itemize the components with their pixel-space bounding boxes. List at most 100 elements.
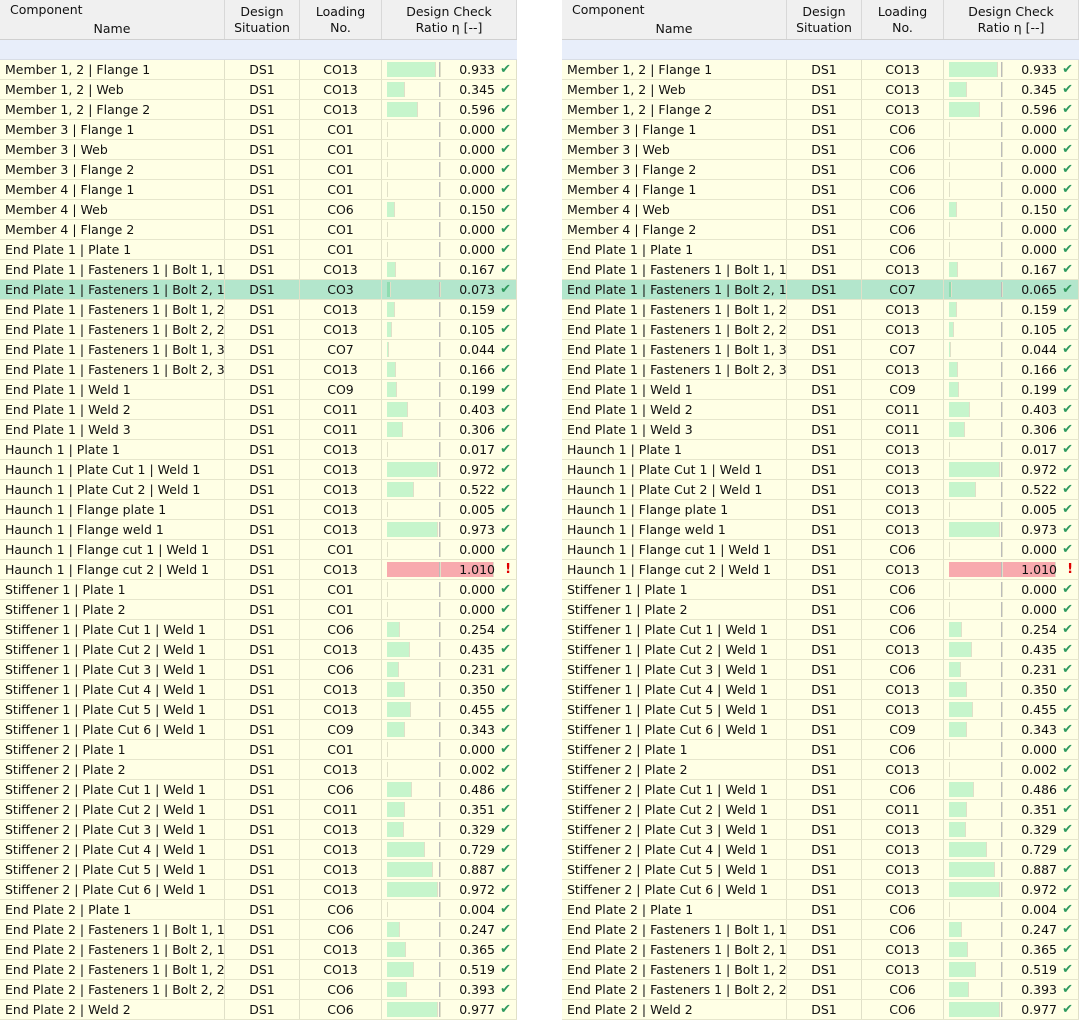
table-row[interactable]: Stiffener 1 | Plate Cut 2 | Weld 1 DS1 CO1…	[562, 640, 1079, 660]
table-row[interactable]: Stiffener 1 | Plate 1 DS1 CO1 0.000 ✔	[0, 580, 517, 600]
table-row[interactable]: Stiffener 1 | Plate 1 DS1 CO6 0.000 ✔	[562, 580, 1079, 600]
table-row[interactable]: Member 4 | Flange 2 DS1 CO1 0.000 ✔	[0, 220, 517, 240]
table-row[interactable]: Stiffener 2 | Plate 2 DS1 CO13 0.002 ✔	[562, 760, 1079, 780]
table-row[interactable]: Haunch 1 | Plate Cut 2 | Weld 1 DS1 CO13 0.…	[0, 480, 517, 500]
column-header-ratio[interactable]: Design Check Ratio η [--]	[944, 0, 1079, 39]
table-row[interactable]: Member 4 | Web DS1 CO6 0.150 ✔	[562, 200, 1079, 220]
table-row[interactable]: End Plate 1 | Fasteners 1 | Bolt 1, 2 DS1…	[562, 300, 1079, 320]
table-row[interactable]: Member 1, 2 | Web DS1 CO13 0.345 ✔	[0, 80, 517, 100]
table-row[interactable]: Haunch 1 | Flange plate 1 DS1 CO13 0.005 ✔	[0, 500, 517, 520]
column-header-ratio[interactable]: Design Check Ratio η [--]	[382, 0, 517, 39]
table-row[interactable]: Stiffener 2 | Plate Cut 1 | Weld 1 DS1 CO6…	[0, 780, 517, 800]
table-row[interactable]: End Plate 2 | Fasteners 1 | Bolt 1, 1 DS1…	[562, 920, 1079, 940]
table-row[interactable]: End Plate 1 | Fasteners 1 | Bolt 1, 3 DS1…	[0, 340, 517, 360]
table-row[interactable]: End Plate 1 | Fasteners 1 | Bolt 2, 1 DS1…	[0, 280, 517, 300]
table-row[interactable]: Haunch 1 | Flange weld 1 DS1 CO13 0.973 ✔	[0, 520, 517, 540]
table-row[interactable]: Stiffener 2 | Plate Cut 3 | Weld 1 DS1 CO1…	[0, 820, 517, 840]
table-row[interactable]: Stiffener 2 | Plate Cut 6 | Weld 1 DS1 CO1…	[0, 880, 517, 900]
table-row[interactable]: Haunch 1 | Plate 1 DS1 CO13 0.017 ✔	[562, 440, 1079, 460]
table-row[interactable]: End Plate 2 | Weld 2 DS1 CO6 0.977 ✔	[562, 1000, 1079, 1020]
table-row[interactable]: Haunch 1 | Plate 1 DS1 CO13 0.017 ✔	[0, 440, 517, 460]
table-row[interactable]: End Plate 1 | Weld 2 DS1 CO11 0.403 ✔	[562, 400, 1079, 420]
table-row[interactable]: Member 1, 2 | Flange 2 DS1 CO13 0.596 ✔	[562, 100, 1079, 120]
table-row[interactable]: Stiffener 1 | Plate Cut 3 | Weld 1 DS1 CO6…	[0, 660, 517, 680]
table-row[interactable]: End Plate 2 | Fasteners 1 | Bolt 2, 2 DS1…	[562, 980, 1079, 1000]
table-row[interactable]: Stiffener 2 | Plate Cut 1 | Weld 1 DS1 CO6…	[562, 780, 1079, 800]
table-row[interactable]: Member 3 | Flange 2 DS1 CO6 0.000 ✔	[562, 160, 1079, 180]
table-row[interactable]: Haunch 1 | Flange cut 2 | Weld 1 DS1 CO13 1…	[0, 560, 517, 580]
column-header-name[interactable]: Component Name	[562, 0, 787, 39]
table-row[interactable]: Stiffener 2 | Plate Cut 6 | Weld 1 DS1 CO1…	[562, 880, 1079, 900]
table-row[interactable]: Member 4 | Flange 2 DS1 CO6 0.000 ✔	[562, 220, 1079, 240]
table-row[interactable]: Stiffener 1 | Plate Cut 5 | Weld 1 DS1 CO1…	[562, 700, 1079, 720]
table-row[interactable]: End Plate 1 | Weld 1 DS1 CO9 0.199 ✔	[0, 380, 517, 400]
table-row[interactable]: End Plate 1 | Fasteners 1 | Bolt 2, 1 DS1…	[562, 280, 1079, 300]
table-row[interactable]: End Plate 1 | Fasteners 1 | Bolt 2, 3 DS1…	[0, 360, 517, 380]
table-row[interactable]: Haunch 1 | Flange cut 1 | Weld 1 DS1 CO1 0.…	[0, 540, 517, 560]
table-row[interactable]: Stiffener 1 | Plate Cut 4 | Weld 1 DS1 CO1…	[0, 680, 517, 700]
table-row[interactable]: Haunch 1 | Plate Cut 2 | Weld 1 DS1 CO13 0.…	[562, 480, 1079, 500]
table-row[interactable]: Member 3 | Flange 2 DS1 CO1 0.000 ✔	[0, 160, 517, 180]
table-row[interactable]: Stiffener 2 | Plate Cut 2 | Weld 1 DS1 CO1…	[0, 800, 517, 820]
table-row[interactable]: End Plate 2 | Fasteners 1 | Bolt 1, 1 DS1…	[0, 920, 517, 940]
table-row[interactable]: End Plate 2 | Fasteners 1 | Bolt 2, 1 DS1…	[0, 940, 517, 960]
table-row[interactable]: Stiffener 1 | Plate Cut 6 | Weld 1 DS1 CO9…	[562, 720, 1079, 740]
table-row[interactable]: End Plate 1 | Fasteners 1 | Bolt 2, 3 DS1…	[562, 360, 1079, 380]
table-row[interactable]: Stiffener 1 | Plate Cut 4 | Weld 1 DS1 CO1…	[562, 680, 1079, 700]
table-row[interactable]: Stiffener 1 | Plate Cut 1 | Weld 1 DS1 CO6…	[562, 620, 1079, 640]
table-row[interactable]: End Plate 2 | Fasteners 1 | Bolt 1, 2 DS1…	[562, 960, 1079, 980]
table-row[interactable]: Haunch 1 | Flange cut 1 | Weld 1 DS1 CO6 0.…	[562, 540, 1079, 560]
table-row[interactable]: End Plate 1 | Weld 1 DS1 CO9 0.199 ✔	[562, 380, 1079, 400]
table-row[interactable]: Member 1, 2 | Flange 1 DS1 CO13 0.933 ✔	[0, 60, 517, 80]
column-header-design-situation[interactable]: Design Situation	[225, 0, 300, 39]
table-row[interactable]: End Plate 2 | Plate 1 DS1 CO6 0.004 ✔	[0, 900, 517, 920]
table-row[interactable]: Member 1, 2 | Flange 1 DS1 CO13 0.933 ✔	[562, 60, 1079, 80]
table-row[interactable]: Member 1, 2 | Web DS1 CO13 0.345 ✔	[562, 80, 1079, 100]
table-row[interactable]: Member 3 | Web DS1 CO1 0.000 ✔	[0, 140, 517, 160]
table-row[interactable]: Stiffener 2 | Plate Cut 5 | Weld 1 DS1 CO1…	[0, 860, 517, 880]
table-row[interactable]: Haunch 1 | Flange cut 2 | Weld 1 DS1 CO13 1…	[562, 560, 1079, 580]
table-row[interactable]: End Plate 2 | Fasteners 1 | Bolt 2, 2 DS1…	[0, 980, 517, 1000]
table-row[interactable]: Stiffener 2 | Plate Cut 3 | Weld 1 DS1 CO1…	[562, 820, 1079, 840]
table-row[interactable]: End Plate 1 | Plate 1 DS1 CO1 0.000 ✔	[0, 240, 517, 260]
table-row[interactable]: End Plate 2 | Weld 2 DS1 CO6 0.977 ✔	[0, 1000, 517, 1020]
column-header-loading[interactable]: Loading No.	[862, 0, 944, 39]
table-row[interactable]: Haunch 1 | Plate Cut 1 | Weld 1 DS1 CO13 0.…	[562, 460, 1079, 480]
table-row[interactable]: End Plate 1 | Fasteners 1 | Bolt 1, 3 DS1…	[562, 340, 1079, 360]
table-row[interactable]: Member 4 | Flange 1 DS1 CO1 0.000 ✔	[0, 180, 517, 200]
table-row[interactable]: End Plate 1 | Fasteners 1 | Bolt 1, 1 DS1…	[562, 260, 1079, 280]
table-row[interactable]: Member 4 | Web DS1 CO6 0.150 ✔	[0, 200, 517, 220]
column-header-loading[interactable]: Loading No.	[300, 0, 382, 39]
table-row[interactable]: Haunch 1 | Plate Cut 1 | Weld 1 DS1 CO13 0.…	[0, 460, 517, 480]
table-row[interactable]: End Plate 1 | Fasteners 1 | Bolt 1, 1 DS1…	[0, 260, 517, 280]
table-row[interactable]: Member 3 | Flange 1 DS1 CO1 0.000 ✔	[0, 120, 517, 140]
table-row[interactable]: End Plate 1 | Fasteners 1 | Bolt 2, 2 DS1…	[562, 320, 1079, 340]
table-row[interactable]: End Plate 1 | Weld 3 DS1 CO11 0.306 ✔	[562, 420, 1079, 440]
table-row[interactable]: Stiffener 1 | Plate Cut 5 | Weld 1 DS1 CO1…	[0, 700, 517, 720]
table-row[interactable]: End Plate 1 | Fasteners 1 | Bolt 2, 2 DS1…	[0, 320, 517, 340]
table-row[interactable]: Stiffener 2 | Plate Cut 5 | Weld 1 DS1 CO1…	[562, 860, 1079, 880]
table-row[interactable]: Stiffener 1 | Plate 2 DS1 CO6 0.000 ✔	[562, 600, 1079, 620]
table-row[interactable]: Stiffener 1 | Plate Cut 3 | Weld 1 DS1 CO6…	[562, 660, 1079, 680]
table-row[interactable]: Stiffener 2 | Plate Cut 4 | Weld 1 DS1 CO1…	[0, 840, 517, 860]
table-row[interactable]: Stiffener 2 | Plate 2 DS1 CO13 0.002 ✔	[0, 760, 517, 780]
table-row[interactable]: End Plate 2 | Fasteners 1 | Bolt 2, 1 DS1…	[562, 940, 1079, 960]
table-row[interactable]: End Plate 2 | Fasteners 1 | Bolt 1, 2 DS1…	[0, 960, 517, 980]
table-row[interactable]: Haunch 1 | Flange weld 1 DS1 CO13 0.973 ✔	[562, 520, 1079, 540]
table-row[interactable]: Member 3 | Web DS1 CO6 0.000 ✔	[562, 140, 1079, 160]
table-row[interactable]: Stiffener 2 | Plate Cut 4 | Weld 1 DS1 CO1…	[562, 840, 1079, 860]
table-row[interactable]: End Plate 1 | Fasteners 1 | Bolt 1, 2 DS1…	[0, 300, 517, 320]
table-row[interactable]: Stiffener 1 | Plate Cut 6 | Weld 1 DS1 CO9…	[0, 720, 517, 740]
table-row[interactable]: Haunch 1 | Flange plate 1 DS1 CO13 0.005 ✔	[562, 500, 1079, 520]
table-row[interactable]: Member 4 | Flange 1 DS1 CO6 0.000 ✔	[562, 180, 1079, 200]
table-row[interactable]: Member 3 | Flange 1 DS1 CO6 0.000 ✔	[562, 120, 1079, 140]
table-row[interactable]: Stiffener 1 | Plate 2 DS1 CO1 0.000 ✔	[0, 600, 517, 620]
table-row[interactable]: End Plate 1 | Weld 2 DS1 CO11 0.403 ✔	[0, 400, 517, 420]
table-row[interactable]: End Plate 1 | Weld 3 DS1 CO11 0.306 ✔	[0, 420, 517, 440]
table-row[interactable]: Stiffener 1 | Plate Cut 1 | Weld 1 DS1 CO6…	[0, 620, 517, 640]
table-row[interactable]: Stiffener 2 | Plate 1 DS1 CO1 0.000 ✔	[0, 740, 517, 760]
table-row[interactable]: Stiffener 2 | Plate Cut 2 | Weld 1 DS1 CO1…	[562, 800, 1079, 820]
table-row[interactable]: End Plate 1 | Plate 1 DS1 CO6 0.000 ✔	[562, 240, 1079, 260]
column-header-design-situation[interactable]: Design Situation	[787, 0, 862, 39]
table-row[interactable]: Stiffener 1 | Plate Cut 2 | Weld 1 DS1 CO1…	[0, 640, 517, 660]
